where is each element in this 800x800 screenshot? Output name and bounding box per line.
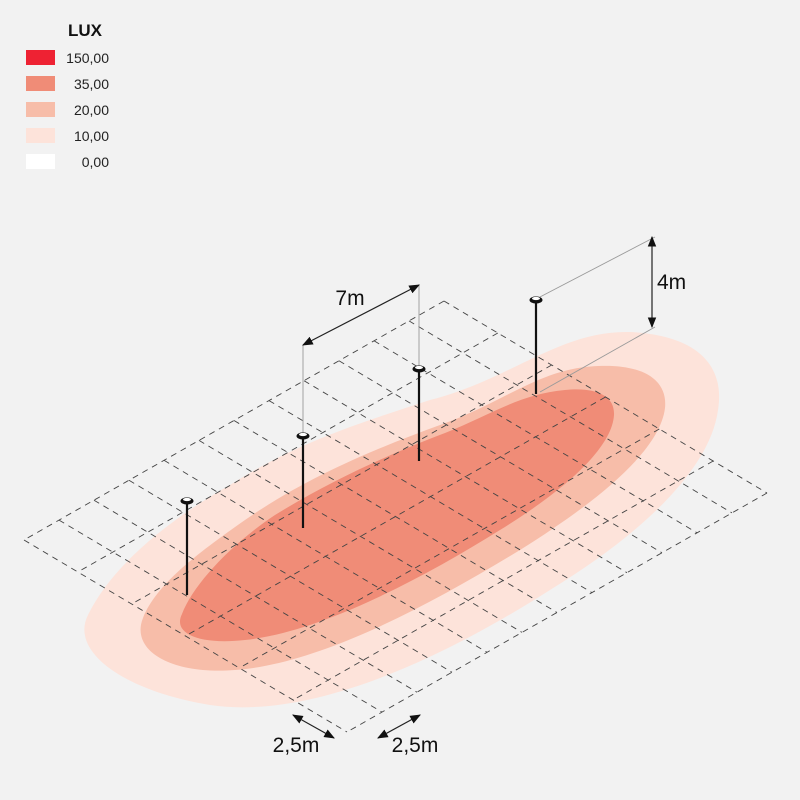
luminaires [180,296,543,595]
legend-title: LUX [68,21,103,40]
grid-line [23,539,348,733]
pole-light-icon [529,296,543,394]
legend-swatch-20 [26,102,55,117]
legend-swatch-150 [26,50,55,65]
legend-swatch-10 [26,128,55,143]
pole-light-icon [412,365,426,461]
legend-value-20: 20,00 [74,102,109,118]
grid-line [128,479,453,673]
illuminance-zones [84,331,720,708]
zone-35-lux [179,389,615,642]
grid-arrow-right [377,714,421,739]
legend-value-150: 150,00 [66,50,109,66]
spacing-label: 7m [335,287,364,310]
pole-light-icon [180,497,194,595]
grid-line [268,400,593,593]
grid-label-right: 2,5m [392,734,439,757]
grid-line [58,519,383,713]
grid-line [93,499,418,693]
floor-grid [23,300,768,733]
grid-line [408,320,733,514]
grid-line [303,380,628,574]
grid-line [233,420,558,613]
grid-line [198,440,523,633]
legend-value-35: 35,00 [74,76,109,92]
grid-line [373,340,698,534]
grid-dimension-left: 2,5m [273,714,335,757]
grid-label-left: 2,5m [273,734,320,757]
grid-line [239,428,660,669]
legend-swatch-35 [26,76,55,91]
grid-line [346,492,768,733]
grid-line [443,300,768,494]
legend-value-0: 0,00 [82,154,109,170]
spacing-arrow [302,284,420,346]
height-extension-bottom [539,326,656,393]
grid-line [338,360,663,554]
grid-dimension-right: 2,5m [377,714,439,757]
grid-arrow-left [292,714,335,739]
grid-line [163,459,488,653]
legend-value-10: 10,00 [74,128,109,144]
legend-swatch-0 [26,154,55,169]
height-dimension: 4m [537,235,686,393]
spacing-dimension: 7m [302,284,420,440]
height-extension-top [537,236,656,299]
grid-line [77,332,499,573]
legend: LUX 150,00 35,00 20,00 10,00 0,00 [26,21,109,170]
height-label: 4m [657,271,686,294]
pole-light-icon [296,432,310,528]
